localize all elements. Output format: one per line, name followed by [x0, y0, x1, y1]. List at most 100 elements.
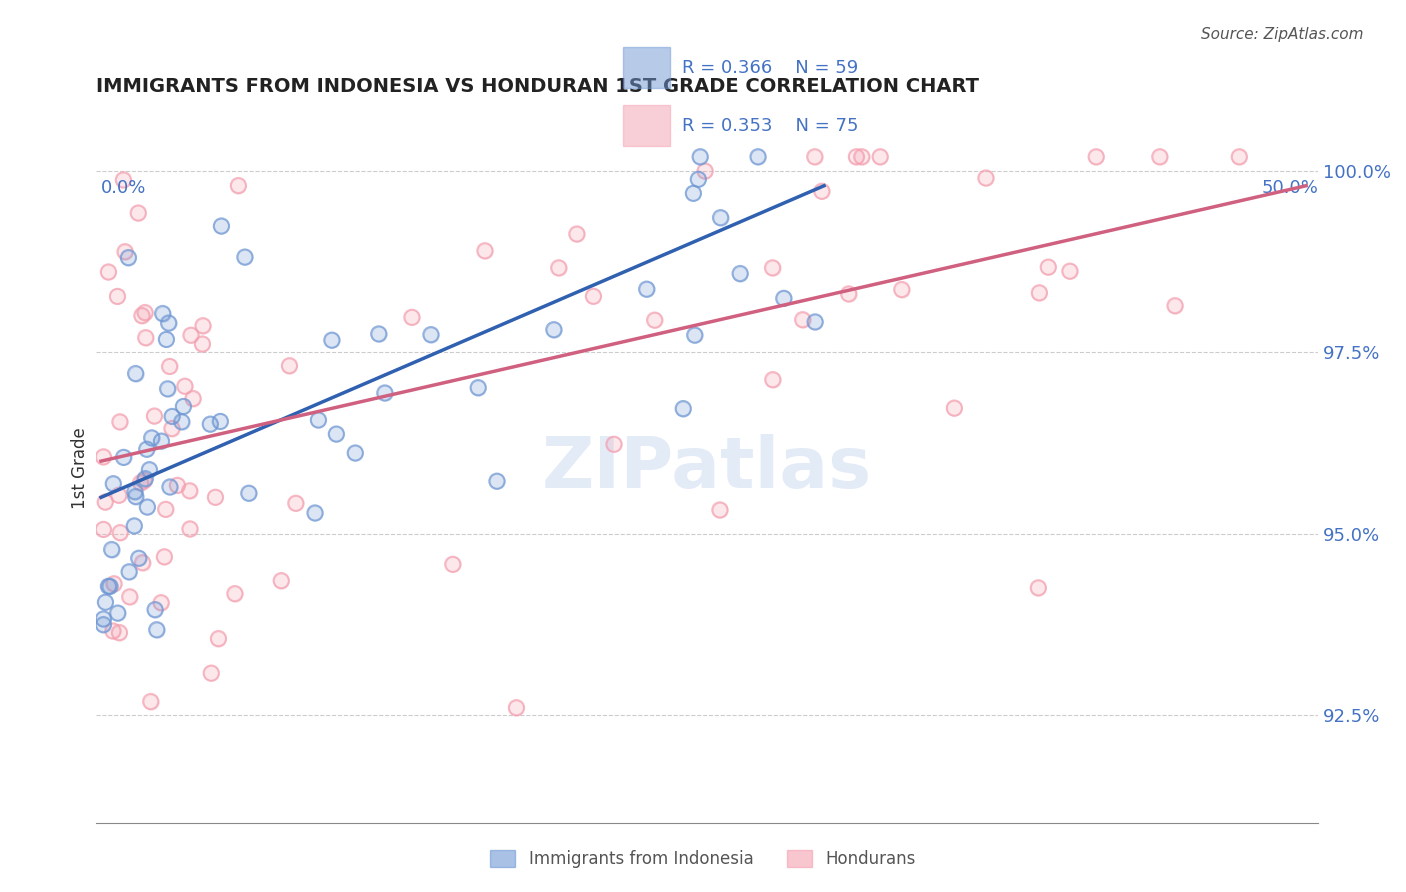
- Point: [474, 244, 496, 258]
- Point: [155, 333, 177, 347]
- Point: [307, 413, 329, 427]
- Point: [103, 476, 125, 491]
- Point: [1059, 264, 1081, 278]
- Point: [138, 463, 160, 477]
- Point: [441, 558, 464, 572]
- Point: [139, 694, 162, 708]
- Point: [131, 309, 153, 323]
- Point: [156, 382, 179, 396]
- Point: [1085, 150, 1108, 164]
- FancyBboxPatch shape: [623, 105, 669, 145]
- Point: [803, 150, 825, 164]
- Point: [173, 379, 195, 393]
- Point: [1038, 260, 1060, 274]
- Point: [136, 500, 159, 514]
- Point: [150, 434, 173, 449]
- Y-axis label: 1st Grade: 1st Grade: [72, 427, 89, 509]
- Point: [135, 331, 157, 345]
- Text: R = 0.366    N = 59: R = 0.366 N = 59: [682, 59, 858, 77]
- Point: [139, 694, 162, 708]
- Point: [321, 333, 343, 347]
- Point: [228, 178, 250, 193]
- Point: [804, 315, 827, 329]
- Point: [127, 206, 149, 220]
- Point: [547, 260, 569, 275]
- Point: [135, 331, 157, 345]
- Point: [200, 417, 222, 432]
- Point: [118, 590, 141, 604]
- Point: [474, 244, 496, 258]
- Point: [505, 700, 527, 714]
- Point: [485, 474, 508, 488]
- Point: [124, 484, 146, 499]
- Point: [644, 313, 666, 327]
- Point: [155, 502, 177, 516]
- Point: [709, 211, 731, 225]
- Point: [93, 617, 115, 632]
- Point: [1028, 285, 1050, 300]
- Point: [114, 244, 136, 259]
- Point: [159, 480, 181, 494]
- Point: [131, 556, 153, 570]
- Point: [191, 318, 214, 333]
- Point: [170, 415, 193, 429]
- Point: [1227, 150, 1250, 164]
- Point: [761, 260, 783, 275]
- Point: [145, 623, 167, 637]
- Point: [141, 431, 163, 445]
- Point: [100, 542, 122, 557]
- Point: [804, 315, 827, 329]
- Point: [117, 251, 139, 265]
- Point: [943, 401, 966, 416]
- Point: [547, 260, 569, 275]
- Point: [112, 173, 135, 187]
- Point: [419, 327, 441, 342]
- Point: [367, 326, 389, 341]
- Point: [108, 525, 131, 540]
- Point: [181, 392, 204, 406]
- Point: [159, 480, 181, 494]
- Point: [129, 475, 152, 490]
- Point: [761, 260, 783, 275]
- Point: [136, 500, 159, 514]
- Point: [762, 373, 785, 387]
- Point: [125, 490, 148, 504]
- Point: [156, 382, 179, 396]
- Text: R = 0.353    N = 75: R = 0.353 N = 75: [682, 117, 858, 135]
- Point: [150, 434, 173, 449]
- Point: [233, 250, 256, 264]
- Point: [747, 150, 769, 164]
- Point: [118, 590, 141, 604]
- Point: [890, 283, 912, 297]
- Point: [772, 292, 794, 306]
- Point: [107, 488, 129, 502]
- Point: [145, 623, 167, 637]
- Point: [851, 150, 873, 164]
- Point: [143, 602, 166, 616]
- Point: [132, 474, 155, 488]
- Point: [209, 414, 232, 428]
- Point: [180, 328, 202, 343]
- Point: [143, 409, 166, 423]
- Point: [693, 164, 716, 178]
- Point: [1026, 581, 1049, 595]
- Point: [150, 596, 173, 610]
- Point: [1164, 299, 1187, 313]
- Point: [792, 312, 814, 326]
- Point: [284, 496, 307, 510]
- Point: [845, 150, 868, 164]
- Point: [224, 587, 246, 601]
- Point: [974, 171, 997, 186]
- Point: [374, 386, 396, 401]
- Point: [114, 244, 136, 259]
- Point: [98, 579, 121, 593]
- Point: [93, 523, 115, 537]
- Point: [467, 381, 489, 395]
- Point: [582, 289, 605, 303]
- Point: [103, 576, 125, 591]
- Text: 0.0%: 0.0%: [101, 179, 146, 197]
- Point: [238, 486, 260, 500]
- Point: [125, 490, 148, 504]
- Point: [118, 565, 141, 579]
- Point: [103, 576, 125, 591]
